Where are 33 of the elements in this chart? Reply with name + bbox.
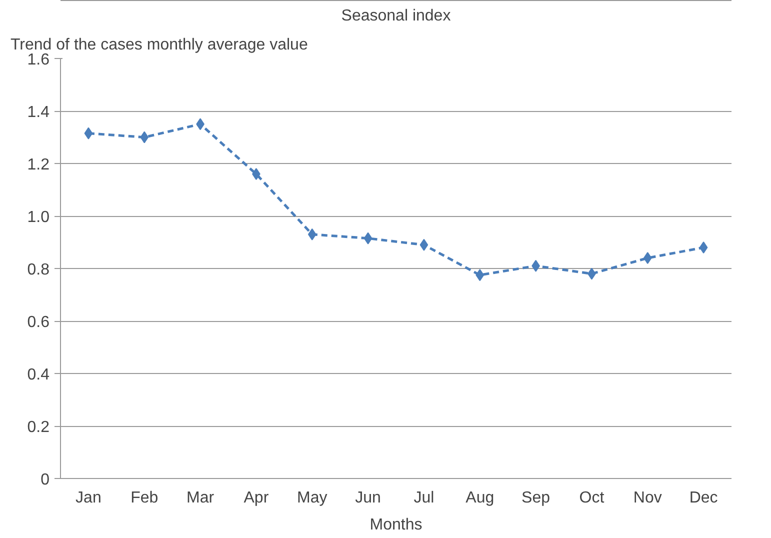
y-tick-label: 1.0 [27,209,50,226]
point [643,252,652,264]
x-tick-label: Oct [579,490,605,506]
point [420,238,428,251]
point [699,242,708,254]
point [84,127,93,140]
y-tick-label: 0.4 [27,366,50,384]
x-axis-title: Months [370,516,422,534]
point [252,168,260,180]
y-axis-title: Trend of the cases monthly average value [10,36,308,54]
point [140,131,149,144]
x-tick-label: Dec [689,490,718,506]
y-tick-label: 0 [40,472,50,488]
y-tick-label: 0.2 [27,419,50,436]
y-tick-label: 0.6 [27,314,50,331]
point [364,232,372,244]
y-tick-label: 1.6 [27,52,50,68]
y-tick-label: 0.8 [27,262,50,278]
point [308,228,316,240]
x-tick-label: Aug [466,490,494,506]
x-tick-label: Jul [414,490,434,506]
x-tick-label: Sep [522,490,550,506]
x-tick-label: Nov [633,490,662,506]
y-tick-label: 1.4 [27,104,50,121]
x-tick-label: Apr [244,490,270,506]
chart-title: Seasonal index [341,8,451,24]
x-tick-label: Jan [76,490,102,506]
x-tick-label: Mar [186,490,215,506]
y-tick-label: 1.2 [27,156,50,174]
x-tick-label: May [297,490,328,506]
point [476,269,484,282]
x-tick-label: Jun [355,490,381,506]
x-tick-label: Feb [130,490,158,506]
